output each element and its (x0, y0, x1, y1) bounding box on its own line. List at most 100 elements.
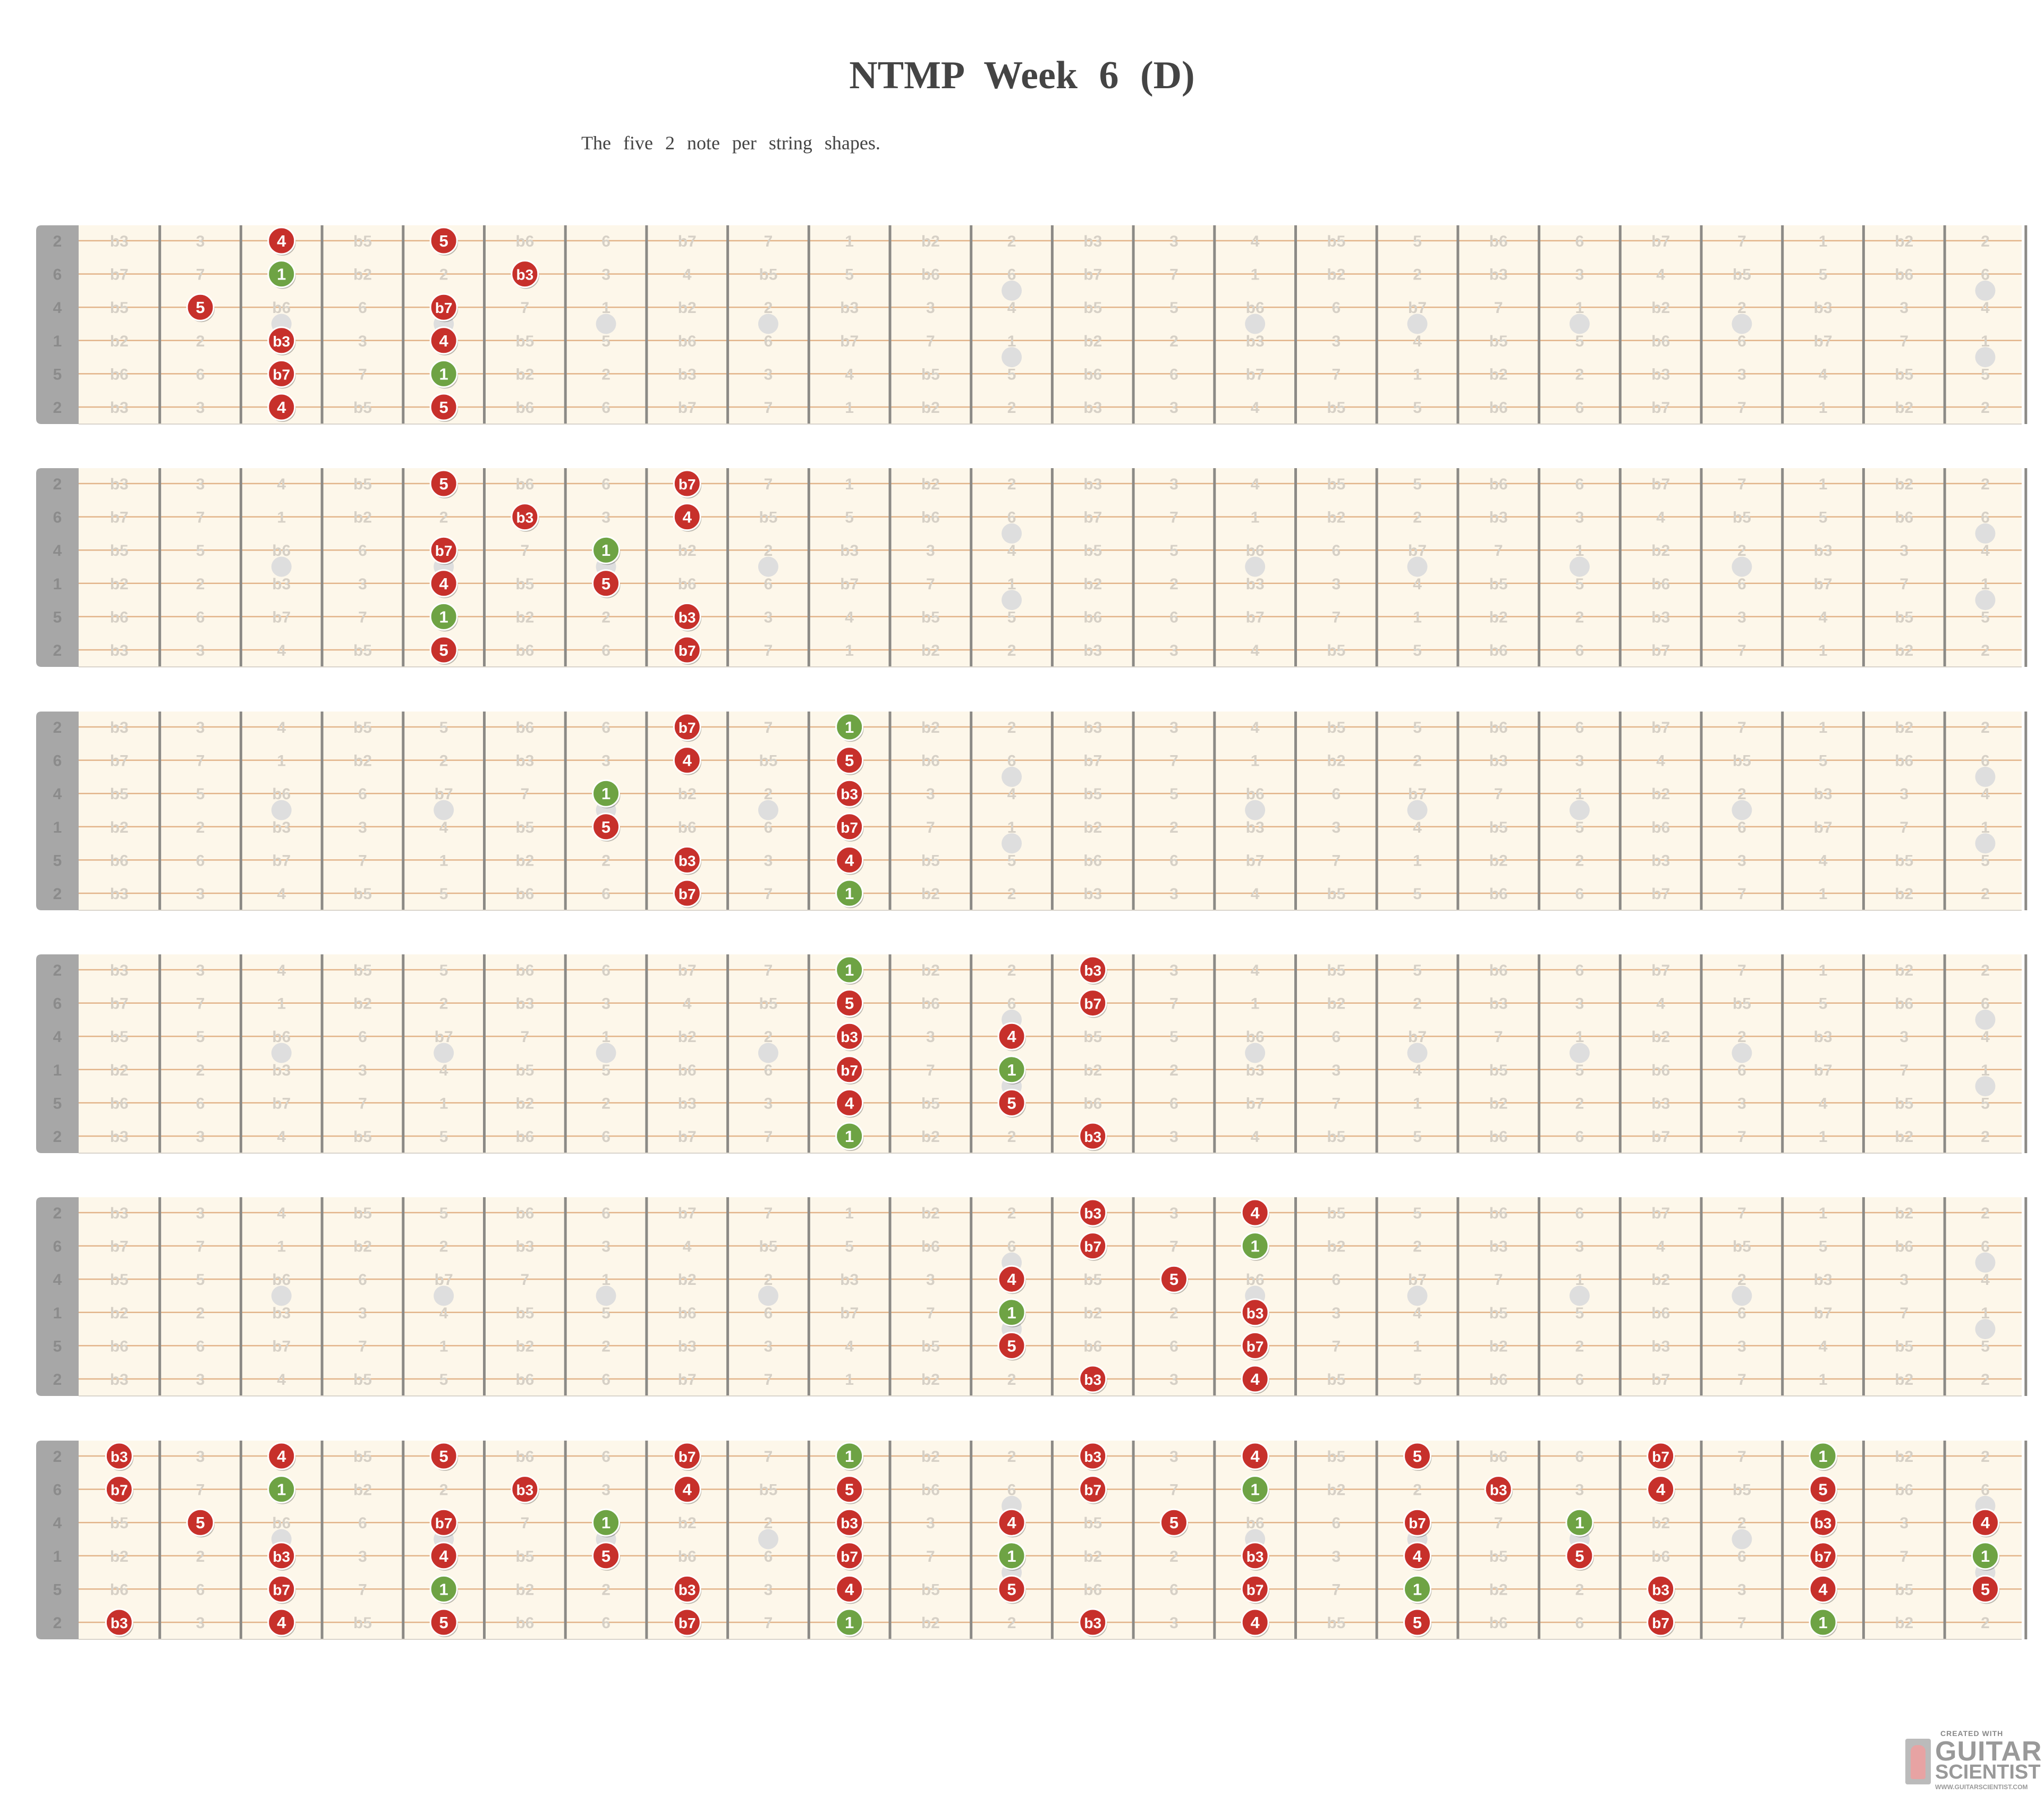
interval-label: 2 (601, 1338, 610, 1355)
interval-label: b6 (272, 1028, 291, 1046)
interval-label: 5 (1575, 575, 1584, 593)
interval-label: 4 (1251, 885, 1260, 903)
note-label: b3 (1246, 1548, 1264, 1565)
interval-label: 3 (764, 852, 773, 869)
interval-label: 4 (1981, 785, 1990, 803)
note-label: 5 (601, 1547, 610, 1565)
interval-label: b6 (1083, 1581, 1102, 1598)
note-label: 5 (196, 298, 205, 317)
interval-label: b5 (1489, 1305, 1508, 1322)
note-label: b3 (111, 1615, 128, 1631)
note-label: 5 (601, 818, 610, 836)
interval-label: 1 (439, 852, 448, 869)
interval-label: b6 (1489, 1205, 1508, 1222)
fretboard-all-shapes: 2 6 4 1 5 2 3 b5 b6 6 7 b2 2 3 b5 b6 6 7 b2 2 7 b2 2 3 b5 b6 6 7 b2 2… (36, 1441, 2028, 1640)
interval-label: 6 (1737, 333, 1746, 350)
interval-label: b5 (353, 233, 372, 250)
interval-label: b3 (272, 1305, 291, 1322)
fret-marker-dot (1975, 1009, 1996, 1030)
interval-label: b6 (1651, 575, 1670, 593)
interval-label: b6 (515, 1371, 534, 1389)
interval-label: b6 (1489, 233, 1508, 250)
interval-label: b7 (1651, 885, 1670, 903)
interval-label: 7 (521, 299, 530, 317)
note-marker (267, 1542, 296, 1570)
note-marker (1809, 1508, 1837, 1537)
interval-label: 6 (196, 366, 205, 383)
note-label: 4 (1656, 1480, 1666, 1499)
interval-label: b5 (353, 719, 372, 737)
open-string-label: 6 (53, 266, 62, 284)
interval-label: b6 (1895, 752, 1913, 770)
interval-label: 6 (764, 1548, 773, 1565)
interval-label: b2 (921, 1614, 940, 1632)
interval-label: b5 (110, 542, 129, 560)
note-label: b7 (1084, 996, 1101, 1012)
interval-label: b3 (515, 995, 534, 1013)
interval-label: 2 (1007, 1614, 1016, 1632)
note-label: 4 (1251, 1370, 1260, 1389)
interval-label: 5 (1981, 608, 1990, 626)
nut (36, 225, 79, 424)
note-label: b7 (678, 476, 696, 493)
open-string-label: 2 (53, 1448, 62, 1466)
interval-label: 1 (1819, 1128, 1828, 1146)
interval-label: b5 (515, 1305, 534, 1322)
interval-label: 7 (521, 1028, 530, 1046)
interval-label: b2 (921, 476, 940, 493)
interval-label: 4 (683, 995, 692, 1013)
root-note-marker (835, 879, 864, 908)
interval-label: 3 (196, 642, 205, 659)
note-marker (1241, 1331, 1269, 1360)
fret-marker-dot (1407, 556, 1428, 577)
interval-label: b3 (1651, 852, 1670, 869)
note-marker (997, 1022, 1026, 1051)
interval-label: 5 (1413, 476, 1422, 493)
note-label: 4 (683, 1480, 692, 1499)
interval-label: 4 (1251, 962, 1260, 979)
interval-label: b3 (678, 1338, 697, 1355)
fret-marker-dot (1975, 590, 1996, 611)
note-marker (592, 569, 621, 598)
interval-label: b2 (1895, 642, 1913, 659)
root-note-marker (1241, 1232, 1269, 1260)
interval-label: b3 (272, 819, 291, 836)
interval-label: b6 (515, 1448, 534, 1466)
interval-label: b7 (435, 785, 453, 803)
note-marker (1079, 989, 1107, 1018)
note-marker (673, 636, 701, 664)
interval-label: 6 (601, 642, 610, 659)
interval-label: 7 (764, 1205, 773, 1222)
interval-label: 4 (1413, 575, 1422, 593)
interval-label: 7 (358, 608, 367, 626)
interval-label: b2 (1895, 962, 1913, 979)
interval-label: b2 (1651, 1028, 1670, 1046)
interval-label: 1 (277, 752, 286, 770)
board-background (79, 468, 2022, 667)
interval-label: b6 (1489, 399, 1508, 417)
interval-label: 5 (845, 509, 854, 527)
interval-label: b3 (1083, 719, 1102, 737)
fret-marker-dot (758, 556, 778, 577)
note-label: 1 (845, 1127, 854, 1146)
interval-label: 4 (1007, 785, 1016, 803)
interval-label: b3 (1246, 819, 1265, 836)
interval-label: 4 (683, 1238, 692, 1256)
interval-label: 6 (601, 233, 610, 250)
interval-label: b2 (921, 1128, 940, 1146)
note-label: 4 (1007, 1513, 1016, 1532)
interval-label: 3 (926, 1514, 935, 1532)
interval-label: 7 (926, 1305, 935, 1322)
interval-label: 5 (1819, 1238, 1828, 1256)
interval-label: b5 (1327, 1371, 1345, 1389)
note-marker (511, 503, 539, 531)
interval-label: 4 (1981, 1271, 1990, 1289)
open-string-label: 4 (53, 542, 62, 560)
interval-label: b7 (272, 852, 291, 869)
interval-label: b2 (921, 1205, 940, 1222)
interval-label: 6 (601, 476, 610, 493)
note-label: b7 (435, 300, 453, 316)
interval-label: 7 (1899, 1062, 1909, 1079)
interval-label: 7 (1737, 1448, 1746, 1466)
board-background (79, 712, 2022, 910)
